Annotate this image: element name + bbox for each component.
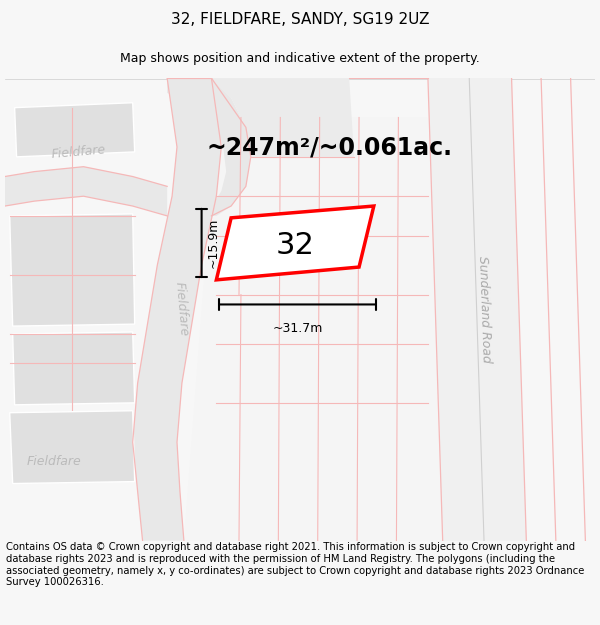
Text: 32: 32 <box>275 231 314 260</box>
Polygon shape <box>133 78 221 541</box>
Text: Fieldfare: Fieldfare <box>173 281 191 338</box>
Polygon shape <box>10 214 134 326</box>
Text: Fieldfare: Fieldfare <box>51 143 106 161</box>
Polygon shape <box>14 102 134 157</box>
Polygon shape <box>167 78 251 216</box>
Text: Contains OS data © Crown copyright and database right 2021. This information is : Contains OS data © Crown copyright and d… <box>6 542 584 587</box>
Polygon shape <box>5 167 167 216</box>
Polygon shape <box>184 118 443 541</box>
Text: ~15.9m: ~15.9m <box>206 217 220 268</box>
Polygon shape <box>10 411 134 484</box>
Text: ~31.7m: ~31.7m <box>272 322 323 335</box>
Text: Fieldfare: Fieldfare <box>26 456 82 468</box>
Polygon shape <box>428 78 526 541</box>
Text: 32, FIELDFARE, SANDY, SG19 2UZ: 32, FIELDFARE, SANDY, SG19 2UZ <box>171 12 429 27</box>
Text: Sunderland Road: Sunderland Road <box>476 256 493 363</box>
Polygon shape <box>211 78 354 157</box>
Text: ~247m²/~0.061ac.: ~247m²/~0.061ac. <box>206 135 452 159</box>
Text: Map shows position and indicative extent of the property.: Map shows position and indicative extent… <box>120 52 480 65</box>
Polygon shape <box>217 206 374 280</box>
Polygon shape <box>13 332 134 405</box>
